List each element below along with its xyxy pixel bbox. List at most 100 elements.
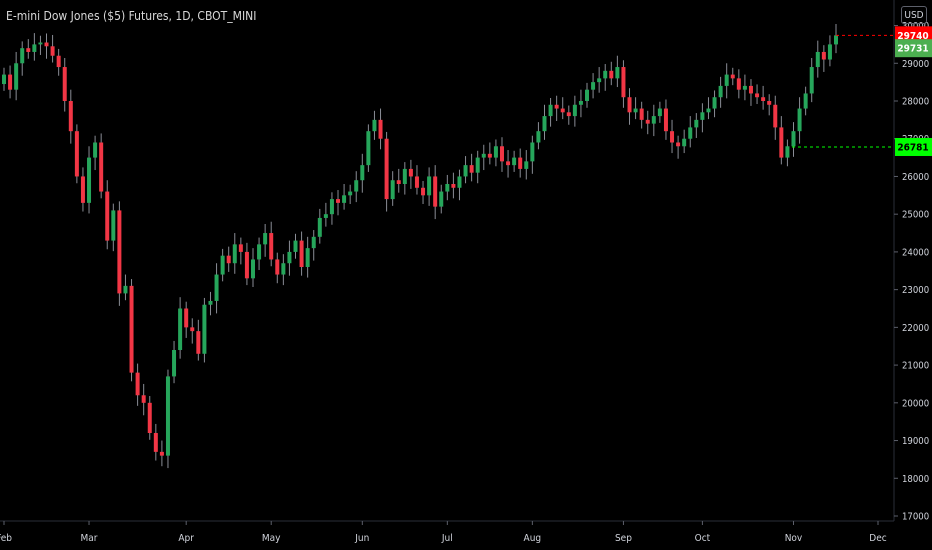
candle-up	[354, 180, 359, 192]
candle-up	[493, 146, 498, 158]
candle-down	[135, 372, 140, 396]
candle-down	[451, 184, 456, 188]
candle-down	[755, 93, 760, 98]
candle-up	[214, 274, 219, 301]
candle-up	[427, 176, 432, 196]
y-tick-label: 25000	[902, 210, 929, 221]
candle-up	[615, 67, 620, 79]
candle-up	[305, 248, 310, 267]
candle-down	[730, 74, 735, 79]
candle-down	[627, 97, 632, 113]
candle-up	[657, 108, 662, 117]
candle-up	[700, 112, 705, 120]
last-price-badge-label: 29740	[897, 31, 928, 42]
candle-up	[718, 85, 723, 98]
high-badge-label: 29731	[897, 44, 928, 55]
candle-up	[548, 104, 553, 117]
candle-up	[439, 191, 444, 207]
y-tick-label: 24000	[902, 247, 929, 258]
candle-up	[797, 108, 802, 132]
time-axis[interactable]: Feb Mar Apr May Jun Jul Aug Sep Oct Nov Dec	[0, 521, 887, 544]
candle-up	[694, 119, 699, 128]
candle-down	[767, 101, 772, 105]
candle-down	[518, 157, 523, 169]
price-lines-layer	[792, 34, 894, 148]
candle-down	[433, 176, 438, 207]
x-tick-label: Jul	[441, 533, 453, 544]
candle-up	[809, 67, 814, 94]
x-tick-label: Aug	[524, 533, 542, 544]
candle-down	[670, 131, 675, 143]
candle-up	[165, 376, 170, 456]
chart-title: E-mini Dow Jones ($5) Futures, 1D, CBOT_…	[6, 9, 257, 23]
candle-down	[299, 240, 304, 267]
candle-up	[475, 157, 480, 173]
candle-up	[323, 214, 328, 218]
candle-down	[821, 51, 826, 60]
candle-up	[791, 131, 796, 147]
candle-up	[742, 85, 747, 90]
candle-down	[68, 101, 73, 132]
candle-up	[402, 168, 407, 184]
y-tick-label: 17000	[902, 512, 929, 523]
candle-up	[651, 116, 656, 124]
candle-up	[457, 176, 462, 188]
candle-up	[232, 244, 237, 264]
x-tick-label: Oct	[695, 533, 711, 544]
candle-up	[20, 48, 25, 64]
candle-down	[676, 142, 681, 147]
candle-down	[117, 210, 122, 294]
candle-up	[348, 191, 353, 196]
candle-down	[469, 165, 474, 173]
candle-down	[129, 285, 134, 373]
candle-up	[524, 161, 529, 169]
candle-up	[281, 263, 286, 275]
candle-down	[408, 168, 413, 177]
candle-down	[80, 176, 85, 203]
candle-down	[26, 48, 31, 52]
x-tick-label: Nov	[785, 533, 803, 544]
x-tick-label: Mar	[81, 533, 98, 544]
candle-up	[342, 195, 347, 203]
candle-up	[38, 42, 43, 45]
candle-down	[748, 85, 753, 94]
candle-down	[244, 251, 249, 279]
x-tick-label: Apr	[178, 533, 194, 544]
marker-badge: 26781	[895, 137, 932, 156]
candle-down	[761, 97, 766, 101]
high-badge-bg	[895, 39, 932, 58]
candle-down	[773, 104, 778, 128]
candle-up	[633, 108, 638, 113]
candle-up	[14, 63, 19, 90]
candle-down	[196, 331, 201, 354]
candle-up	[178, 308, 183, 350]
price-badges: 29740 29731 26781	[895, 26, 932, 156]
candle-up	[536, 131, 541, 143]
candle-up	[481, 153, 486, 158]
price-axis[interactable]: 17000 18000 19000 20000 21000 22000 23000 24000…	[894, 21, 929, 523]
candle-up	[32, 44, 37, 52]
candle-down	[56, 55, 61, 68]
candle-down	[609, 70, 614, 79]
high-badge: 29731	[895, 39, 932, 58]
candle-down	[238, 244, 243, 252]
candle-up	[785, 146, 790, 158]
candle-down	[99, 142, 104, 192]
candle-up	[682, 138, 687, 147]
x-tick-label: Sep	[615, 533, 632, 544]
candle-up	[688, 127, 693, 139]
candle-down	[275, 259, 280, 275]
candle-up	[578, 101, 583, 105]
candle-down	[499, 146, 504, 162]
candle-down	[336, 199, 341, 203]
candle-down	[621, 67, 626, 98]
candle-down	[190, 327, 195, 332]
y-tick-label: 20000	[902, 398, 929, 409]
candle-up	[390, 180, 395, 200]
candle-down	[105, 191, 110, 241]
candle-up	[597, 78, 602, 83]
candle-up	[93, 142, 98, 158]
currency-button[interactable]: USD	[901, 6, 927, 24]
x-tick-label: Feb	[0, 533, 12, 544]
